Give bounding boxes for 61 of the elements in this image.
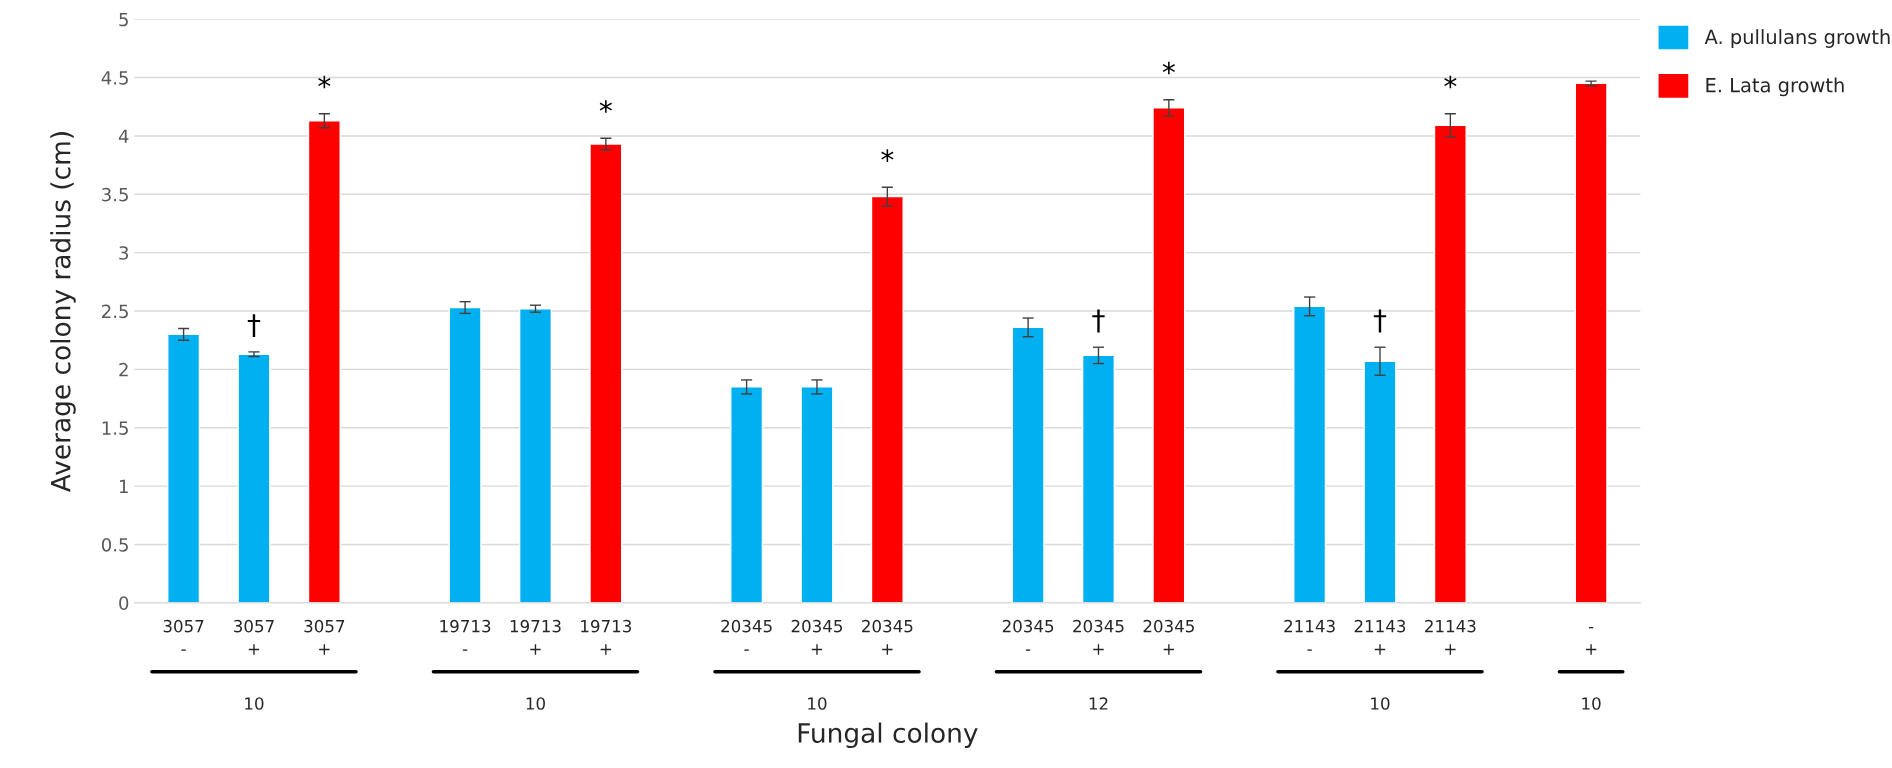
y-tick-label: 4 (118, 129, 129, 143)
bar (1011, 326, 1045, 603)
x-tick-label: 20345 + (791, 619, 843, 655)
bar (1081, 354, 1116, 603)
data-label: * (599, 100, 612, 113)
legend-label: A. pullulans growth (1704, 29, 1890, 48)
data-label: † (247, 314, 261, 338)
data-label: * (318, 75, 331, 89)
bar (448, 306, 482, 603)
x-tick-label: 20345 + (862, 619, 913, 655)
y-tick-label: 0.5 (101, 537, 128, 552)
data-label: † (1092, 309, 1105, 333)
y-tick-label: 1 (119, 479, 128, 493)
bar (1363, 360, 1397, 603)
x-tick-label: 3057 + (304, 619, 345, 655)
x-tick-label: 19713 + (581, 619, 632, 655)
data-label: * (881, 149, 894, 162)
y-tick-label: 4.5 (101, 71, 128, 85)
x-tick-label: 19713 - (440, 619, 491, 651)
text: 10 (526, 697, 545, 710)
x-tick-label: 20345 - (1002, 619, 1054, 651)
x-tick-label: 19713 + (510, 619, 561, 655)
y-tick-label: 2.5 (102, 304, 128, 319)
y-axis-title: Average colony radius (cm) (50, 132, 76, 493)
x-tick-label: - + (1585, 626, 1597, 655)
y-tick-label: 5 (119, 12, 128, 27)
data-label: * (1444, 75, 1457, 89)
text: 10 (245, 697, 264, 710)
data-label: * (1162, 61, 1175, 75)
bar (1293, 305, 1327, 603)
text: 12 (1089, 697, 1108, 710)
bar (800, 386, 834, 603)
legend-label: E. Lata growth (1706, 77, 1844, 97)
x-tick-label: 20345 - (721, 619, 772, 651)
data-label: † (1373, 309, 1387, 333)
y-tick-label: 3.5 (102, 187, 128, 202)
x-tick-label: 3057 + (234, 619, 274, 655)
bar (518, 308, 553, 603)
x-tick-label: 21143 + (1354, 619, 1406, 655)
bar (1152, 107, 1186, 603)
x-tick-label: 20345 + (1143, 619, 1194, 655)
bar (237, 353, 271, 603)
bar (589, 143, 623, 603)
bar (870, 195, 904, 603)
bar (307, 120, 341, 603)
y-tick-label: 2 (119, 362, 128, 377)
text: 10 (1371, 697, 1390, 710)
bar (1574, 82, 1608, 603)
y-tick-label: 1.5 (102, 421, 128, 435)
bar (1433, 124, 1467, 603)
text: 10 (808, 697, 827, 710)
bar (730, 386, 764, 603)
x-tick-label: 21143 + (1425, 619, 1476, 655)
y-tick-label: 0 (119, 596, 129, 610)
y-tick-label: 3 (119, 246, 129, 260)
x-tick-label: 3057 - (163, 619, 204, 651)
x-axis-title: Fungal colony (798, 722, 978, 749)
text: 10 (1582, 697, 1601, 710)
bar (167, 333, 201, 603)
x-tick-label: 21143 - (1284, 619, 1335, 651)
x-tick-label: 20345 + (1073, 619, 1124, 655)
